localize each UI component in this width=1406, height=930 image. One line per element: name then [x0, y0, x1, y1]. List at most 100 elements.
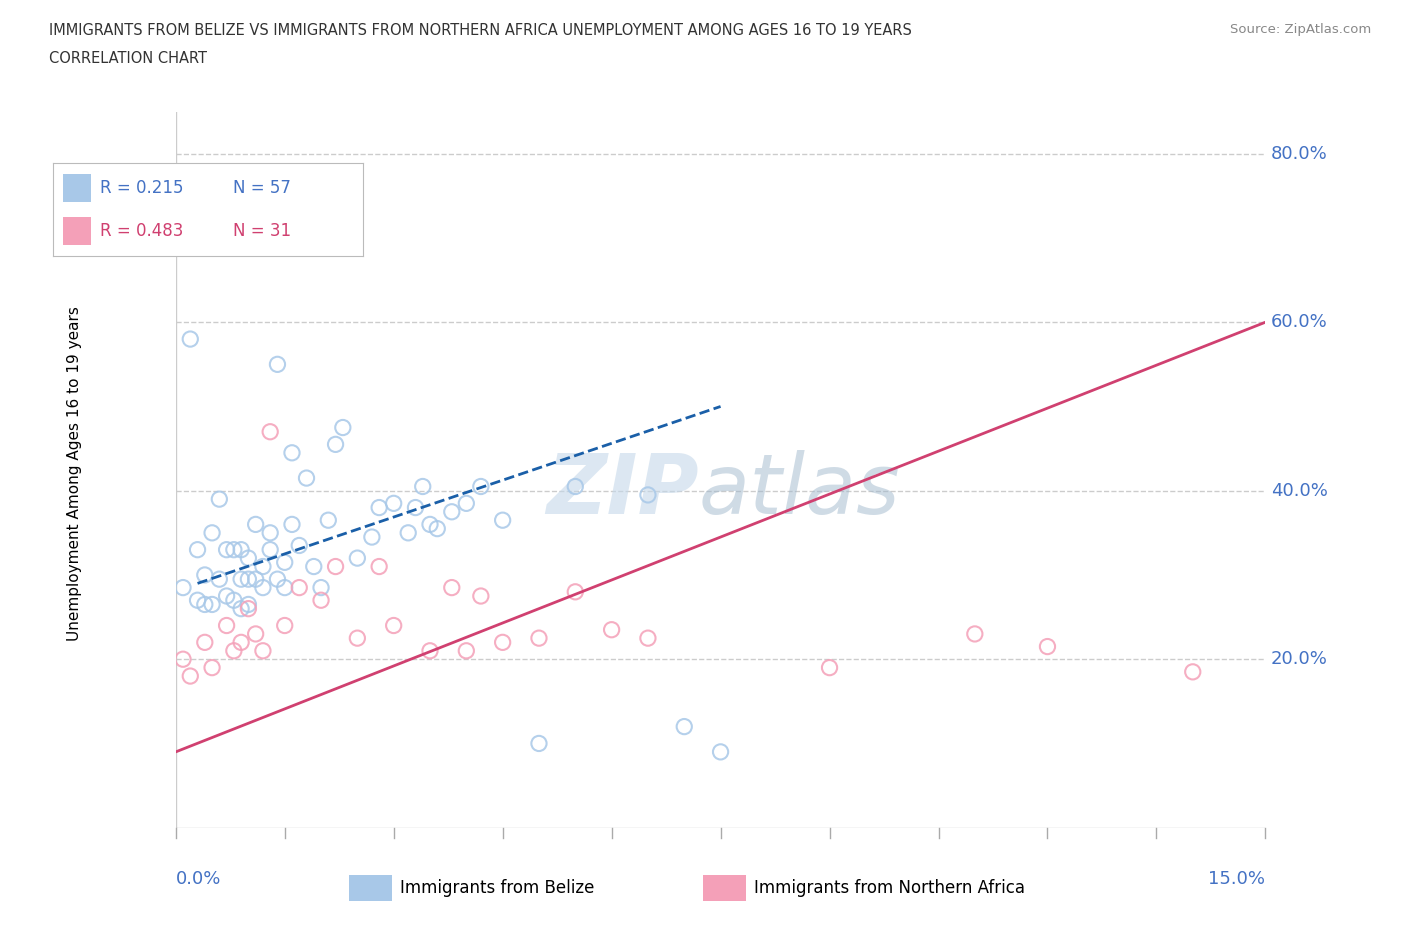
- Point: [201, 597, 224, 612]
- Point: [194, 597, 217, 612]
- Point: [259, 542, 281, 557]
- Point: [172, 652, 194, 667]
- Point: [231, 572, 253, 587]
- Point: [637, 487, 659, 502]
- Point: [259, 424, 281, 439]
- Point: [309, 592, 332, 607]
- FancyBboxPatch shape: [703, 875, 747, 901]
- FancyBboxPatch shape: [63, 174, 90, 202]
- Point: [274, 580, 297, 595]
- Text: Source: ZipAtlas.com: Source: ZipAtlas.com: [1230, 23, 1371, 36]
- Point: [179, 332, 201, 347]
- Point: [252, 580, 274, 595]
- Point: [295, 471, 318, 485]
- Point: [266, 357, 288, 372]
- Point: [231, 601, 253, 616]
- Point: [245, 627, 267, 642]
- Point: [470, 479, 492, 494]
- Point: [1181, 664, 1204, 679]
- Point: [222, 644, 245, 658]
- Point: [208, 492, 231, 507]
- Point: [274, 618, 297, 633]
- Point: [186, 592, 209, 607]
- Point: [637, 631, 659, 645]
- Text: ZIP: ZIP: [546, 450, 699, 531]
- Text: 60.0%: 60.0%: [1271, 313, 1327, 331]
- Text: N = 31: N = 31: [233, 221, 291, 240]
- Point: [302, 559, 325, 574]
- Text: Unemployment Among Ages 16 to 19 years: Unemployment Among Ages 16 to 19 years: [66, 306, 82, 642]
- Point: [963, 627, 986, 642]
- Point: [382, 496, 405, 511]
- Point: [332, 420, 354, 435]
- Point: [179, 669, 201, 684]
- Point: [222, 542, 245, 557]
- FancyBboxPatch shape: [349, 875, 392, 901]
- Point: [309, 580, 332, 595]
- Point: [172, 580, 194, 595]
- Point: [382, 618, 405, 633]
- Point: [274, 555, 297, 570]
- Text: R = 0.483: R = 0.483: [100, 221, 183, 240]
- Text: 40.0%: 40.0%: [1271, 482, 1327, 499]
- Point: [245, 517, 267, 532]
- Point: [252, 559, 274, 574]
- Text: CORRELATION CHART: CORRELATION CHART: [49, 51, 207, 66]
- Point: [325, 559, 347, 574]
- Point: [288, 580, 311, 595]
- Point: [201, 525, 224, 540]
- Point: [470, 589, 492, 604]
- Point: [360, 529, 382, 544]
- Point: [215, 618, 238, 633]
- Point: [194, 567, 217, 582]
- Point: [288, 538, 311, 553]
- Point: [412, 479, 434, 494]
- Point: [346, 631, 368, 645]
- Point: [1036, 639, 1059, 654]
- Point: [231, 542, 253, 557]
- Point: [419, 644, 441, 658]
- Point: [238, 601, 260, 616]
- Point: [368, 559, 391, 574]
- Point: [673, 719, 696, 734]
- Point: [564, 479, 586, 494]
- Point: [419, 517, 441, 532]
- Point: [259, 525, 281, 540]
- Text: 80.0%: 80.0%: [1271, 145, 1327, 163]
- Point: [600, 622, 623, 637]
- Point: [564, 584, 586, 599]
- Point: [194, 635, 217, 650]
- Point: [346, 551, 368, 565]
- Point: [396, 525, 419, 540]
- FancyBboxPatch shape: [63, 217, 90, 245]
- Text: IMMIGRANTS FROM BELIZE VS IMMIGRANTS FROM NORTHERN AFRICA UNEMPLOYMENT AMONG AGE: IMMIGRANTS FROM BELIZE VS IMMIGRANTS FRO…: [49, 23, 912, 38]
- Point: [201, 660, 224, 675]
- Point: [527, 631, 550, 645]
- Point: [440, 580, 463, 595]
- Point: [186, 542, 209, 557]
- Point: [215, 589, 238, 604]
- Point: [238, 597, 260, 612]
- Text: 20.0%: 20.0%: [1271, 650, 1327, 669]
- Point: [368, 500, 391, 515]
- Point: [527, 736, 550, 751]
- Point: [266, 572, 288, 587]
- Point: [492, 512, 515, 527]
- Point: [281, 445, 304, 460]
- Point: [222, 592, 245, 607]
- Point: [426, 521, 449, 536]
- Text: Immigrants from Northern Africa: Immigrants from Northern Africa: [754, 879, 1025, 897]
- Point: [456, 496, 478, 511]
- Text: 0.0%: 0.0%: [176, 870, 221, 888]
- Point: [238, 572, 260, 587]
- Point: [281, 517, 304, 532]
- Point: [492, 635, 515, 650]
- Point: [456, 644, 478, 658]
- Text: 15.0%: 15.0%: [1208, 870, 1265, 888]
- Text: N = 57: N = 57: [233, 179, 291, 197]
- Point: [318, 512, 340, 527]
- Point: [818, 660, 841, 675]
- Point: [245, 572, 267, 587]
- Text: R = 0.215: R = 0.215: [100, 179, 183, 197]
- Point: [710, 744, 733, 759]
